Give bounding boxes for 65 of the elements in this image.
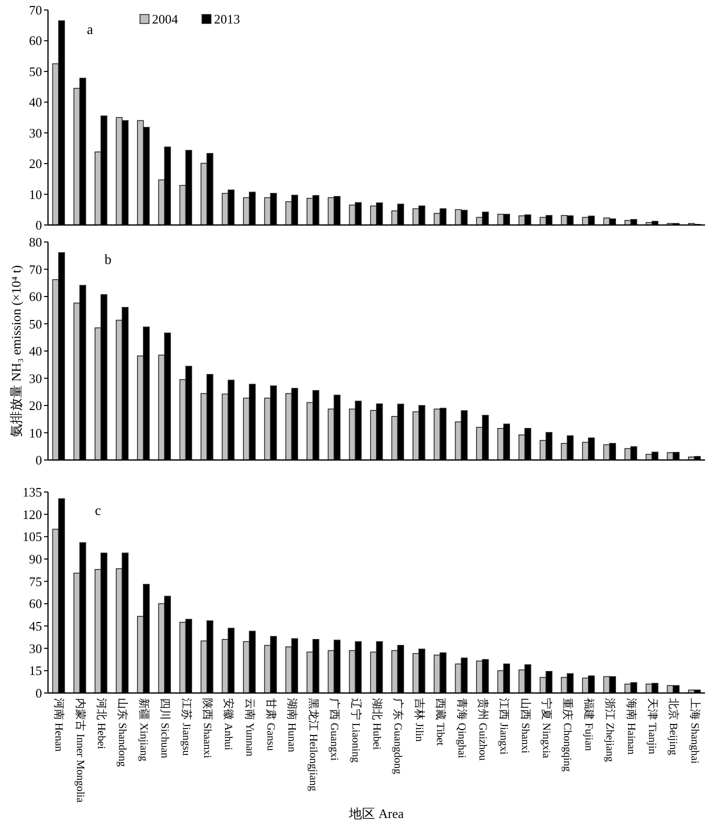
text: a [86, 23, 94, 38]
y-tick-label: 60 [29, 33, 42, 48]
x-tick-label: 天津 Tianjin [646, 698, 660, 755]
x-tick-label: 上海 Shanghai [688, 698, 702, 764]
y-tick-label: 10 [29, 425, 42, 440]
y-tick-label: 60 [29, 289, 42, 304]
x-tick-label: 内蒙古 Inner Mongolia [74, 698, 87, 803]
text: b [104, 253, 112, 268]
x-tick-label: 安徽 Anhui [222, 698, 236, 750]
x-axis-title: 地区 Area [348, 806, 404, 821]
legend-label: 2013 [214, 12, 240, 26]
x-tick-label: 浙江 Zhejiang [604, 698, 617, 762]
y-axis-title: 氨排放量 NH₃ emission (×10⁴ t) [8, 265, 24, 437]
y-tick-label: 80 [29, 234, 42, 250]
y-tick-label: 30 [29, 125, 42, 140]
y-tick-label: 60 [29, 596, 42, 612]
x-tick-label: 福建 Fujian [582, 698, 596, 752]
x-tick-label: 山西 Shanxi [518, 698, 532, 754]
x-tick-label: 黑龙江 Heilongjiang [306, 698, 320, 792]
y-tick-label: 0 [36, 218, 42, 232]
y-tick-label: 50 [29, 316, 42, 332]
y-tick-label: 20 [29, 156, 42, 172]
y-tick-label: 0 [36, 452, 42, 468]
x-tick-label: 四川 Sichuan [158, 698, 172, 759]
y-tick-label: 70 [29, 2, 42, 18]
x-tick-label: 吉林 Jilin [412, 698, 426, 742]
y-tick-label: 70 [29, 262, 42, 277]
y-tick-label: 20 [29, 398, 42, 413]
x-tick-label: 甘肃 Gansu [264, 698, 278, 752]
x-tick-label: 江西 Jiangxi [498, 698, 510, 755]
y-tick-label: 135 [22, 484, 42, 500]
y-tick-label: 50 [29, 64, 42, 79]
legend-label: 2004 [152, 12, 178, 26]
y-tick-label: 0 [36, 686, 42, 700]
text: c [94, 504, 102, 519]
x-tick-label: 广东 Guangdong [392, 698, 405, 775]
x-tick-label: 山东 Shandong [116, 698, 130, 768]
x-tick-label: 河南 Henan [52, 698, 66, 752]
y-tick-label: 105 [22, 529, 42, 544]
y-tick-label: 15 [29, 663, 42, 678]
y-tick-label: 30 [29, 370, 42, 386]
y-tick-label: 40 [29, 94, 42, 110]
x-tick-label: 河北 Hebei [94, 698, 108, 750]
x-tick-label: 海南 Hainan [624, 698, 638, 756]
x-tick-label: 云南 Yunnan [243, 698, 256, 757]
x-tick-label: 湖南 Hunan [286, 698, 299, 753]
x-tick-label: 北京 Beijing [667, 698, 680, 756]
x-tick-label: 贵州 Guizhou [476, 698, 490, 762]
y-tick-label: 10 [29, 186, 42, 202]
y-tick-label: 45 [29, 618, 42, 634]
y-tick-label: 40 [29, 344, 42, 358]
y-tick-label: 30 [29, 640, 42, 656]
x-tick-label: 重庆 Chongqing [561, 698, 574, 772]
x-tick-label: 宁夏 Ningxia [540, 698, 554, 758]
x-tick-label: 辽宁 Liaoning [349, 698, 362, 763]
y-tick-label: 120 [22, 506, 42, 522]
x-tick-label: 陕西 Shaanxi [200, 698, 213, 758]
y-tick-label: 75 [29, 574, 42, 589]
x-tick-label: 广西 Guangxi [328, 698, 342, 761]
y-tick-label: 90 [29, 552, 42, 566]
x-tick-label: 新疆 Xinjiang [137, 698, 150, 762]
x-tick-label: 湖北 Hubei [370, 698, 384, 750]
x-tick-label: 青海 Qinghai [455, 698, 468, 758]
x-tick-label: 西藏 Tibet [434, 698, 448, 746]
x-tick-label: 江苏 Jiangsu [180, 698, 193, 756]
